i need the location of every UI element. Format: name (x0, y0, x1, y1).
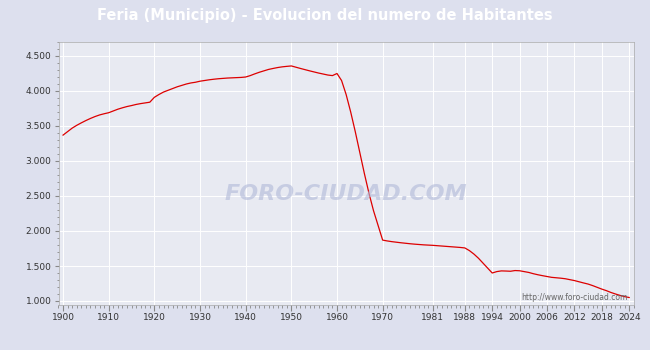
Text: Feria (Municipio) - Evolucion del numero de Habitantes: Feria (Municipio) - Evolucion del numero… (98, 8, 552, 23)
Text: http://www.foro-ciudad.com: http://www.foro-ciudad.com (521, 293, 628, 302)
Text: FORO-CIUDAD.COM: FORO-CIUDAD.COM (225, 184, 467, 204)
